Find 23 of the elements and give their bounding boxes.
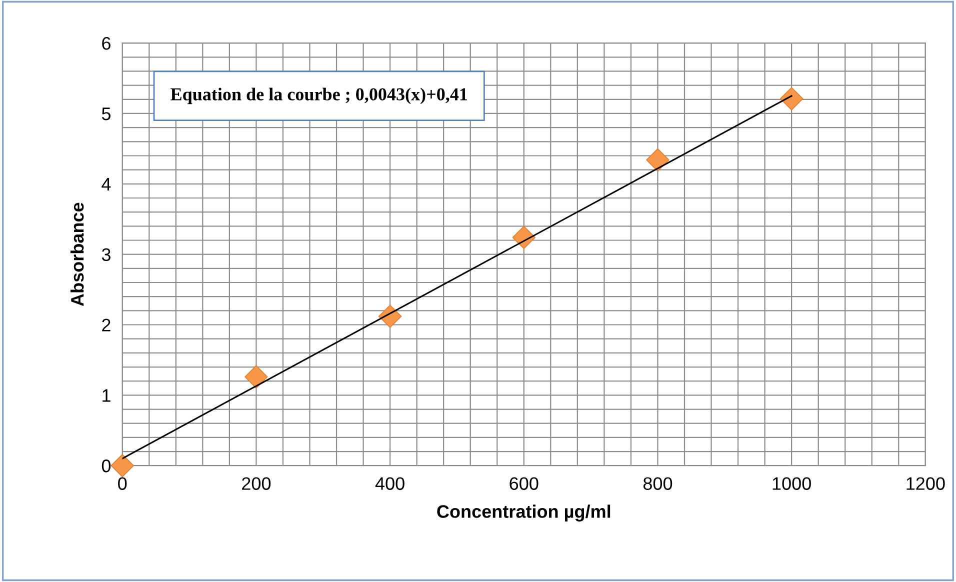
y-tick-label: 3: [102, 248, 110, 262]
y-axis-title: Absorbance: [70, 202, 84, 306]
annotation: Equation de la courbe ; 0,0043(x)+0,41: [170, 88, 468, 104]
point: [646, 148, 670, 172]
point: [512, 226, 536, 250]
x-tick-label: 1000: [772, 477, 811, 490]
y-tick-label: 4: [102, 178, 111, 190]
point: [110, 454, 134, 478]
point: [244, 365, 268, 388]
y-tick-label: 5: [102, 108, 110, 120]
y-tick-label: 0: [102, 460, 111, 472]
x-tick-label: 0: [118, 477, 127, 490]
x-tick-label: 400: [375, 477, 404, 490]
x-tick-label: 800: [643, 477, 672, 490]
x-tick-label: 1200: [906, 477, 945, 490]
point: [378, 304, 402, 328]
point: [780, 87, 804, 110]
x-axis-title: Concentration µg/ml: [437, 504, 610, 522]
y-tick-label: 6: [102, 37, 110, 50]
x-tick-label: 600: [510, 477, 538, 490]
y-tick-label: 1: [102, 389, 110, 402]
x-tick-label: 200: [242, 477, 271, 490]
y-tick-label: 2: [102, 318, 110, 332]
